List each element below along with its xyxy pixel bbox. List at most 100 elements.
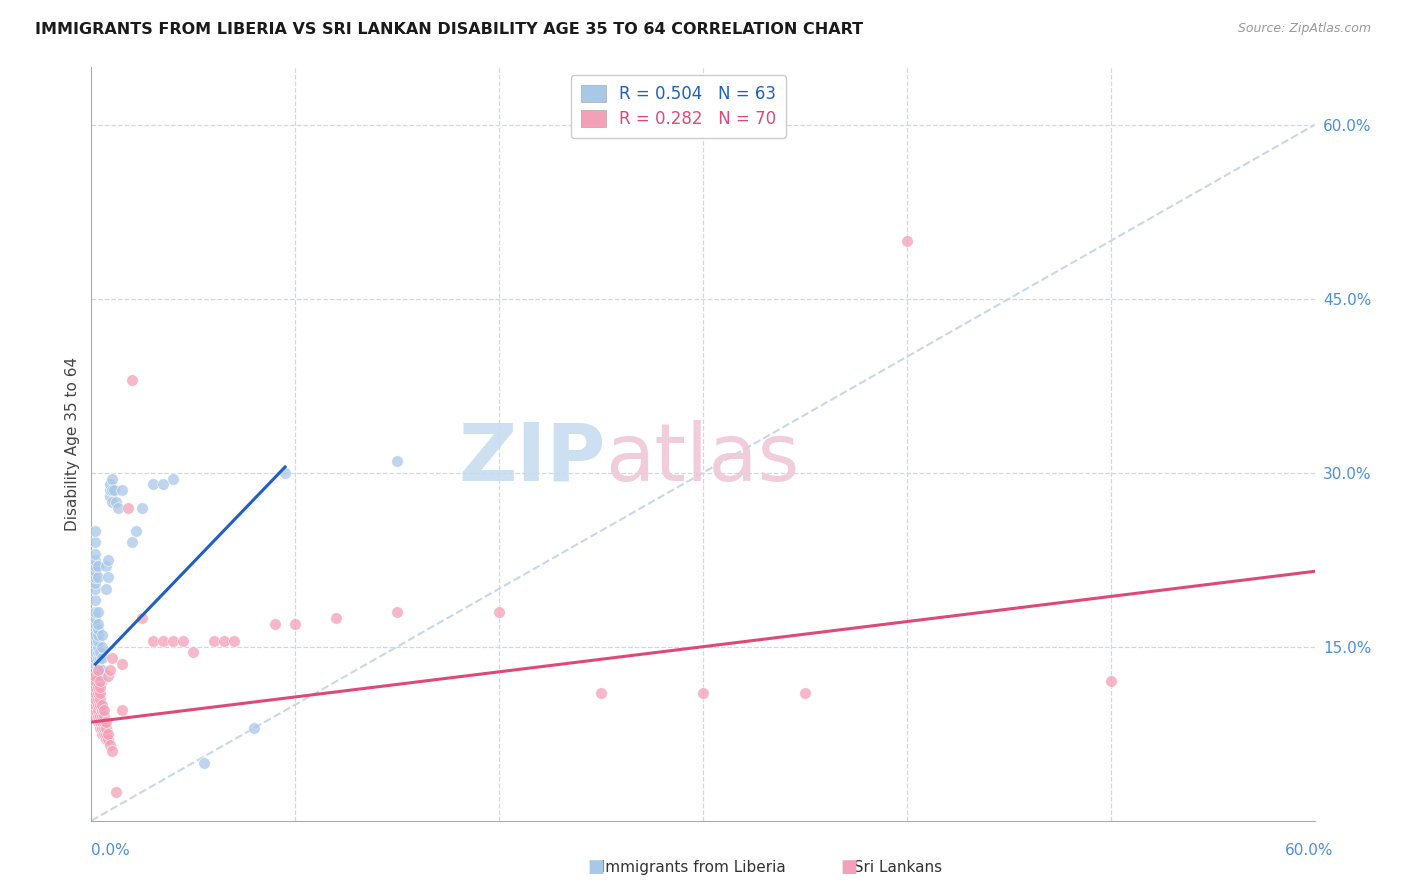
Point [90,709,112,723]
Point [86,681,108,695]
Point [193,756,215,770]
Point [89,681,111,695]
Point [84,651,107,665]
Point [111,657,134,672]
Text: Immigrants from Liberia: Immigrants from Liberia [591,860,786,874]
Point [89,715,111,730]
Point [591,686,613,700]
Point [89,692,111,706]
Text: Sri Lankans: Sri Lankans [844,860,942,874]
Point [93,703,115,717]
Point [385,605,409,619]
Point [86,616,108,631]
Point [84,616,107,631]
Point [121,535,143,549]
Point [84,582,107,596]
Point [111,483,134,498]
Point [89,669,111,683]
Point [94,558,117,573]
Point [84,657,107,672]
Point [89,663,111,677]
Point [84,611,107,625]
Point [93,715,115,730]
Point [86,715,108,730]
Point [896,234,918,248]
Point [90,715,112,730]
Text: ■: ■ [588,858,605,876]
Point [264,616,287,631]
Point [90,726,112,740]
Text: IMMIGRANTS FROM LIBERIA VS SRI LANKAN DISABILITY AGE 35 TO 64 CORRELATION CHART: IMMIGRANTS FROM LIBERIA VS SRI LANKAN DI… [35,22,863,37]
Point [243,721,266,735]
Point [84,709,107,723]
Point [94,726,117,740]
Point [101,494,124,508]
Point [131,500,153,515]
Point [89,721,111,735]
Point [98,663,121,677]
Point [84,698,107,712]
Y-axis label: Disability Age 35 to 64: Disability Age 35 to 64 [65,357,80,531]
Point [84,524,107,538]
Point [94,721,117,735]
Point [101,744,124,758]
Point [107,500,129,515]
Point [97,732,120,747]
Point [152,633,174,648]
Point [104,494,127,508]
Point [89,651,111,665]
Point [86,709,108,723]
Point [84,553,107,567]
Point [793,686,815,700]
Point [86,657,108,672]
Point [125,524,148,538]
Point [222,633,246,648]
Point [101,472,124,486]
Point [325,611,347,625]
Point [97,669,120,683]
Point [86,663,108,677]
Point [692,686,714,700]
Point [94,732,117,747]
Point [86,651,108,665]
Point [98,477,121,491]
Text: atlas: atlas [605,420,800,498]
Point [111,703,134,717]
Text: 60.0%: 60.0% [1285,843,1333,858]
Point [94,715,117,730]
Point [89,646,111,660]
Point [84,703,107,717]
Point [202,633,225,648]
Point [131,611,153,625]
Point [104,785,127,799]
Point [117,500,139,515]
Point [86,698,108,712]
Point [101,651,124,665]
Point [274,466,297,480]
Point [86,663,108,677]
Point [98,739,121,753]
Point [84,547,107,561]
Point [141,633,163,648]
Point [97,726,120,740]
Point [89,674,111,689]
Point [89,698,111,712]
Point [84,681,107,695]
Point [183,646,205,660]
Text: 0.0%: 0.0% [91,843,131,858]
Point [90,628,112,642]
Point [84,669,107,683]
Point [86,628,108,642]
Point [93,721,115,735]
Point [90,640,112,654]
Point [90,703,112,717]
Point [97,553,120,567]
Point [90,674,112,689]
Point [162,633,184,648]
Point [1099,674,1122,689]
Point [284,616,307,631]
Point [84,576,107,591]
Point [84,674,107,689]
Point [84,535,107,549]
Point [385,454,409,468]
